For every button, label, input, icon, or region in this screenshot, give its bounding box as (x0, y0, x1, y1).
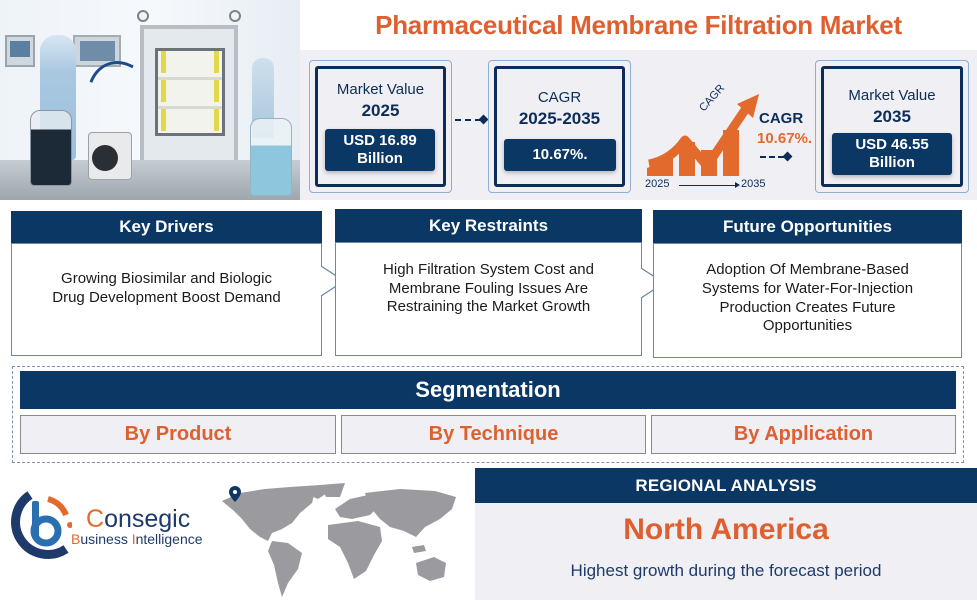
connector-diamond-icon (478, 114, 489, 125)
end-year: 2035 (741, 178, 766, 190)
kpi-label: Market Value (336, 81, 425, 98)
key-restraints-text: High Filtration System Cost and Membrane… (383, 260, 594, 316)
kpi-period: 2025-2035 (518, 109, 601, 128)
logo-name-initial: C (86, 505, 105, 533)
regional-analysis-panel: North America Highest growth during the … (475, 503, 977, 600)
segment-by-product[interactable]: By Product (20, 415, 336, 454)
kpi-card-inner: Market Value 2025 USD 16.89 Billion (315, 66, 446, 187)
kpi-value-pill: USD 46.55 Billion (832, 133, 952, 175)
growth-chart-graphic: CAGR 2025 2035 (645, 82, 766, 190)
hero-photo (0, 0, 300, 200)
photo-monitor (73, 35, 121, 67)
future-opportunities-text: Adoption Of Membrane-Based Systems for W… (701, 261, 914, 335)
key-drivers-header: Key Drivers (11, 211, 322, 243)
kpi-band: Market Value 2025 USD 16.89 Billion CAGR… (300, 50, 977, 200)
logo-tag-ntelligence: ntelligence (135, 531, 203, 547)
kpi-card-inner: Market Value 2035 USD 46.55 Billion (821, 66, 963, 187)
kpi-card-market-value-2035: Market Value 2035 USD 46.55 Billion (815, 60, 969, 193)
segment-by-technique[interactable]: By Technique (341, 415, 646, 454)
photo-monitor (5, 35, 35, 67)
cagr-side-label: CAGR (759, 110, 804, 127)
key-restraints-body: High Filtration System Cost and Membrane… (335, 242, 642, 356)
key-drivers-text: Growing Biosimilar and Biologic Drug Dev… (52, 269, 281, 306)
pressure-gauge-icon (229, 10, 241, 22)
location-pin-icon (229, 486, 241, 502)
kpi-year: 2025 (361, 101, 400, 120)
connector-line (455, 119, 481, 121)
start-year: 2025 (645, 178, 670, 190)
segmentation-panel: Segmentation By Product By Technique By … (12, 366, 964, 463)
future-opportunities-body: Adoption Of Membrane-Based Systems for W… (653, 243, 962, 358)
kpi-value: 10.67%. (532, 146, 588, 163)
connector-line (760, 156, 784, 158)
timeline-arrow (679, 185, 737, 186)
kpi-value: USD 46.55 (855, 136, 929, 153)
kpi-value-unit: Billion (357, 150, 403, 167)
logo-tag-usiness: usiness (80, 531, 132, 547)
world-map-icon (222, 483, 456, 597)
photo-membrane-cassettes (155, 48, 225, 136)
brand-and-map: Consegic Business Intelligence (0, 465, 475, 600)
logo-name-rest: onsegic (104, 505, 191, 533)
photo-bottle (250, 118, 292, 196)
page-title: Pharmaceutical Membrane Filtration Marke… (375, 9, 902, 40)
growth-arrow-icon (647, 94, 759, 176)
logo-name: Consegic (86, 505, 190, 534)
photo-pump (88, 132, 132, 180)
key-drivers-body: Growing Biosimilar and Biologic Drug Dev… (11, 243, 322, 356)
kpi-value: USD 16.89 (343, 132, 417, 149)
timeline-arrowhead-icon (735, 182, 740, 188)
kpi-label: Market Value (848, 87, 936, 104)
regional-analysis-header: REGIONAL ANALYSIS (475, 468, 977, 503)
cagr-side-value: 10.67%. (757, 130, 813, 147)
segment-by-application[interactable]: By Application (651, 415, 956, 454)
segmentation-header: Segmentation (20, 371, 956, 409)
logo-tag-b: B (71, 531, 81, 547)
kpi-value-unit: Billion (869, 154, 915, 171)
kpi-card-cagr: CAGR 2025-2035 10.67%. (488, 60, 631, 193)
kpi-year: 2035 (873, 107, 911, 126)
kpi-card-inner: CAGR 2025-2035 10.67%. (494, 66, 625, 187)
region-name: North America (623, 513, 829, 546)
photo-bottle (30, 110, 72, 186)
kpi-value-pill: 10.67%. (504, 139, 616, 171)
future-opportunities-header: Future Opportunities (653, 210, 962, 243)
logo-tagline: Business Intelligence (71, 531, 203, 547)
key-restraints-header: Key Restraints (335, 209, 642, 242)
kpi-label: CAGR (537, 89, 582, 106)
region-subtitle: Highest growth during the forecast perio… (570, 561, 882, 580)
kpi-card-market-value-2025: Market Value 2025 USD 16.89 Billion (309, 60, 452, 193)
kpi-value-pill: USD 16.89 Billion (325, 129, 435, 171)
pressure-gauge-icon (137, 10, 149, 22)
page-title-bar: Pharmaceutical Membrane Filtration Marke… (300, 0, 977, 50)
logo-tag-i: I (131, 531, 136, 547)
consegic-logo-icon (11, 491, 72, 559)
